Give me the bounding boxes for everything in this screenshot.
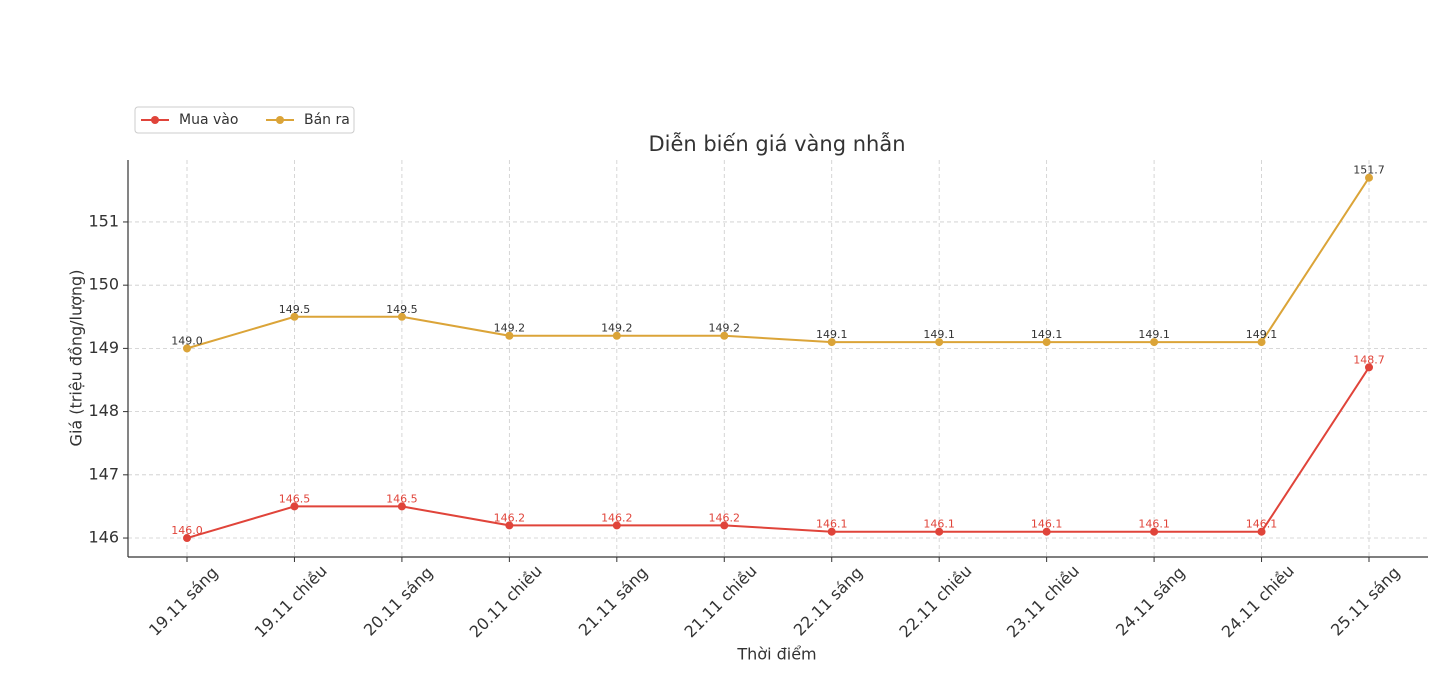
y-tick-label: 151 <box>88 211 119 230</box>
data-label: 146.1 <box>1031 518 1063 531</box>
data-label: 149.1 <box>923 328 955 341</box>
data-point <box>1150 527 1159 536</box>
legend-label: Bán ra <box>304 112 350 128</box>
data-point <box>397 312 406 321</box>
x-tick-label: 25.11 sáng <box>1327 563 1404 640</box>
y-tick-label: 146 <box>88 528 119 547</box>
data-point <box>505 521 514 530</box>
data-label: 146.2 <box>709 511 741 524</box>
data-point <box>720 331 729 340</box>
y-axis-label: Giá (triệu đồng/lượng) <box>67 270 86 447</box>
data-label: 146.2 <box>601 511 633 524</box>
series-line <box>186 177 1370 350</box>
series-line <box>186 366 1370 539</box>
data-label: 146.1 <box>1246 518 1278 531</box>
data-point <box>720 521 729 530</box>
data-label: 149.2 <box>494 322 526 335</box>
data-point <box>827 527 836 536</box>
legend-box <box>134 106 355 134</box>
data-label: 146.5 <box>279 492 311 505</box>
data-point <box>1365 363 1373 372</box>
y-tick-label: 149 <box>88 338 119 357</box>
y-tick-label: 150 <box>88 275 119 294</box>
x-tick-label: 24.11 sáng <box>1112 563 1189 640</box>
data-label: 146.0 <box>171 524 203 537</box>
data-label: 149.0 <box>171 334 203 347</box>
data-point <box>183 534 191 543</box>
x-tick-label: 23.11 chiều <box>1003 561 1083 641</box>
data-label: 149.5 <box>279 303 311 316</box>
data-label: 149.1 <box>1031 328 1063 341</box>
legend-marker <box>151 116 159 124</box>
data-label: 149.2 <box>709 322 741 335</box>
data-point <box>1042 338 1051 347</box>
y-tick-label: 147 <box>88 464 119 483</box>
x-tick-label: 21.11 chiều <box>681 561 761 641</box>
data-point <box>505 331 514 340</box>
legend-marker <box>276 116 284 124</box>
data-point <box>935 527 944 536</box>
chart-title: Diễn biến giá vàng nhẫn <box>648 131 905 156</box>
data-point <box>290 312 299 321</box>
x-tick-label: 20.11 chiều <box>466 561 546 641</box>
x-tick-label: 20.11 sáng <box>360 563 437 640</box>
data-point <box>290 502 299 511</box>
x-tick-label: 19.11 sáng <box>145 563 222 640</box>
data-point <box>397 502 406 511</box>
data-point <box>1150 338 1159 347</box>
y-tick-label: 148 <box>88 401 119 420</box>
data-label: 146.1 <box>923 518 955 531</box>
data-point <box>612 331 621 340</box>
data-point <box>183 344 191 353</box>
data-label: 151.7 <box>1353 164 1385 177</box>
data-label: 146.5 <box>386 492 418 505</box>
data-point <box>827 338 836 347</box>
data-label: 149.2 <box>601 322 633 335</box>
x-tick-label: 19.11 chiều <box>251 561 331 641</box>
data-point <box>1365 173 1373 182</box>
data-label: 146.1 <box>1138 518 1170 531</box>
x-tick-label: 24.11 chiều <box>1218 561 1298 641</box>
x-tick-label: 22.11 sáng <box>790 563 867 640</box>
data-point <box>1042 527 1051 536</box>
data-point <box>1257 527 1266 536</box>
data-label: 146.2 <box>494 511 526 524</box>
x-axis-label: Thời điểm <box>736 645 816 664</box>
legend-label: Mua vào <box>179 112 238 128</box>
x-tick-label: 22.11 chiều <box>895 561 975 641</box>
data-label: 149.1 <box>1138 328 1170 341</box>
data-label: 149.1 <box>1246 328 1278 341</box>
data-point <box>1257 338 1266 347</box>
data-label: 149.5 <box>386 303 418 316</box>
data-label: 148.7 <box>1353 353 1385 366</box>
data-label: 146.1 <box>816 518 848 531</box>
data-label: 149.1 <box>816 328 848 341</box>
x-tick-label: 21.11 sáng <box>575 563 652 640</box>
data-point <box>612 521 621 530</box>
data-point <box>935 338 944 347</box>
